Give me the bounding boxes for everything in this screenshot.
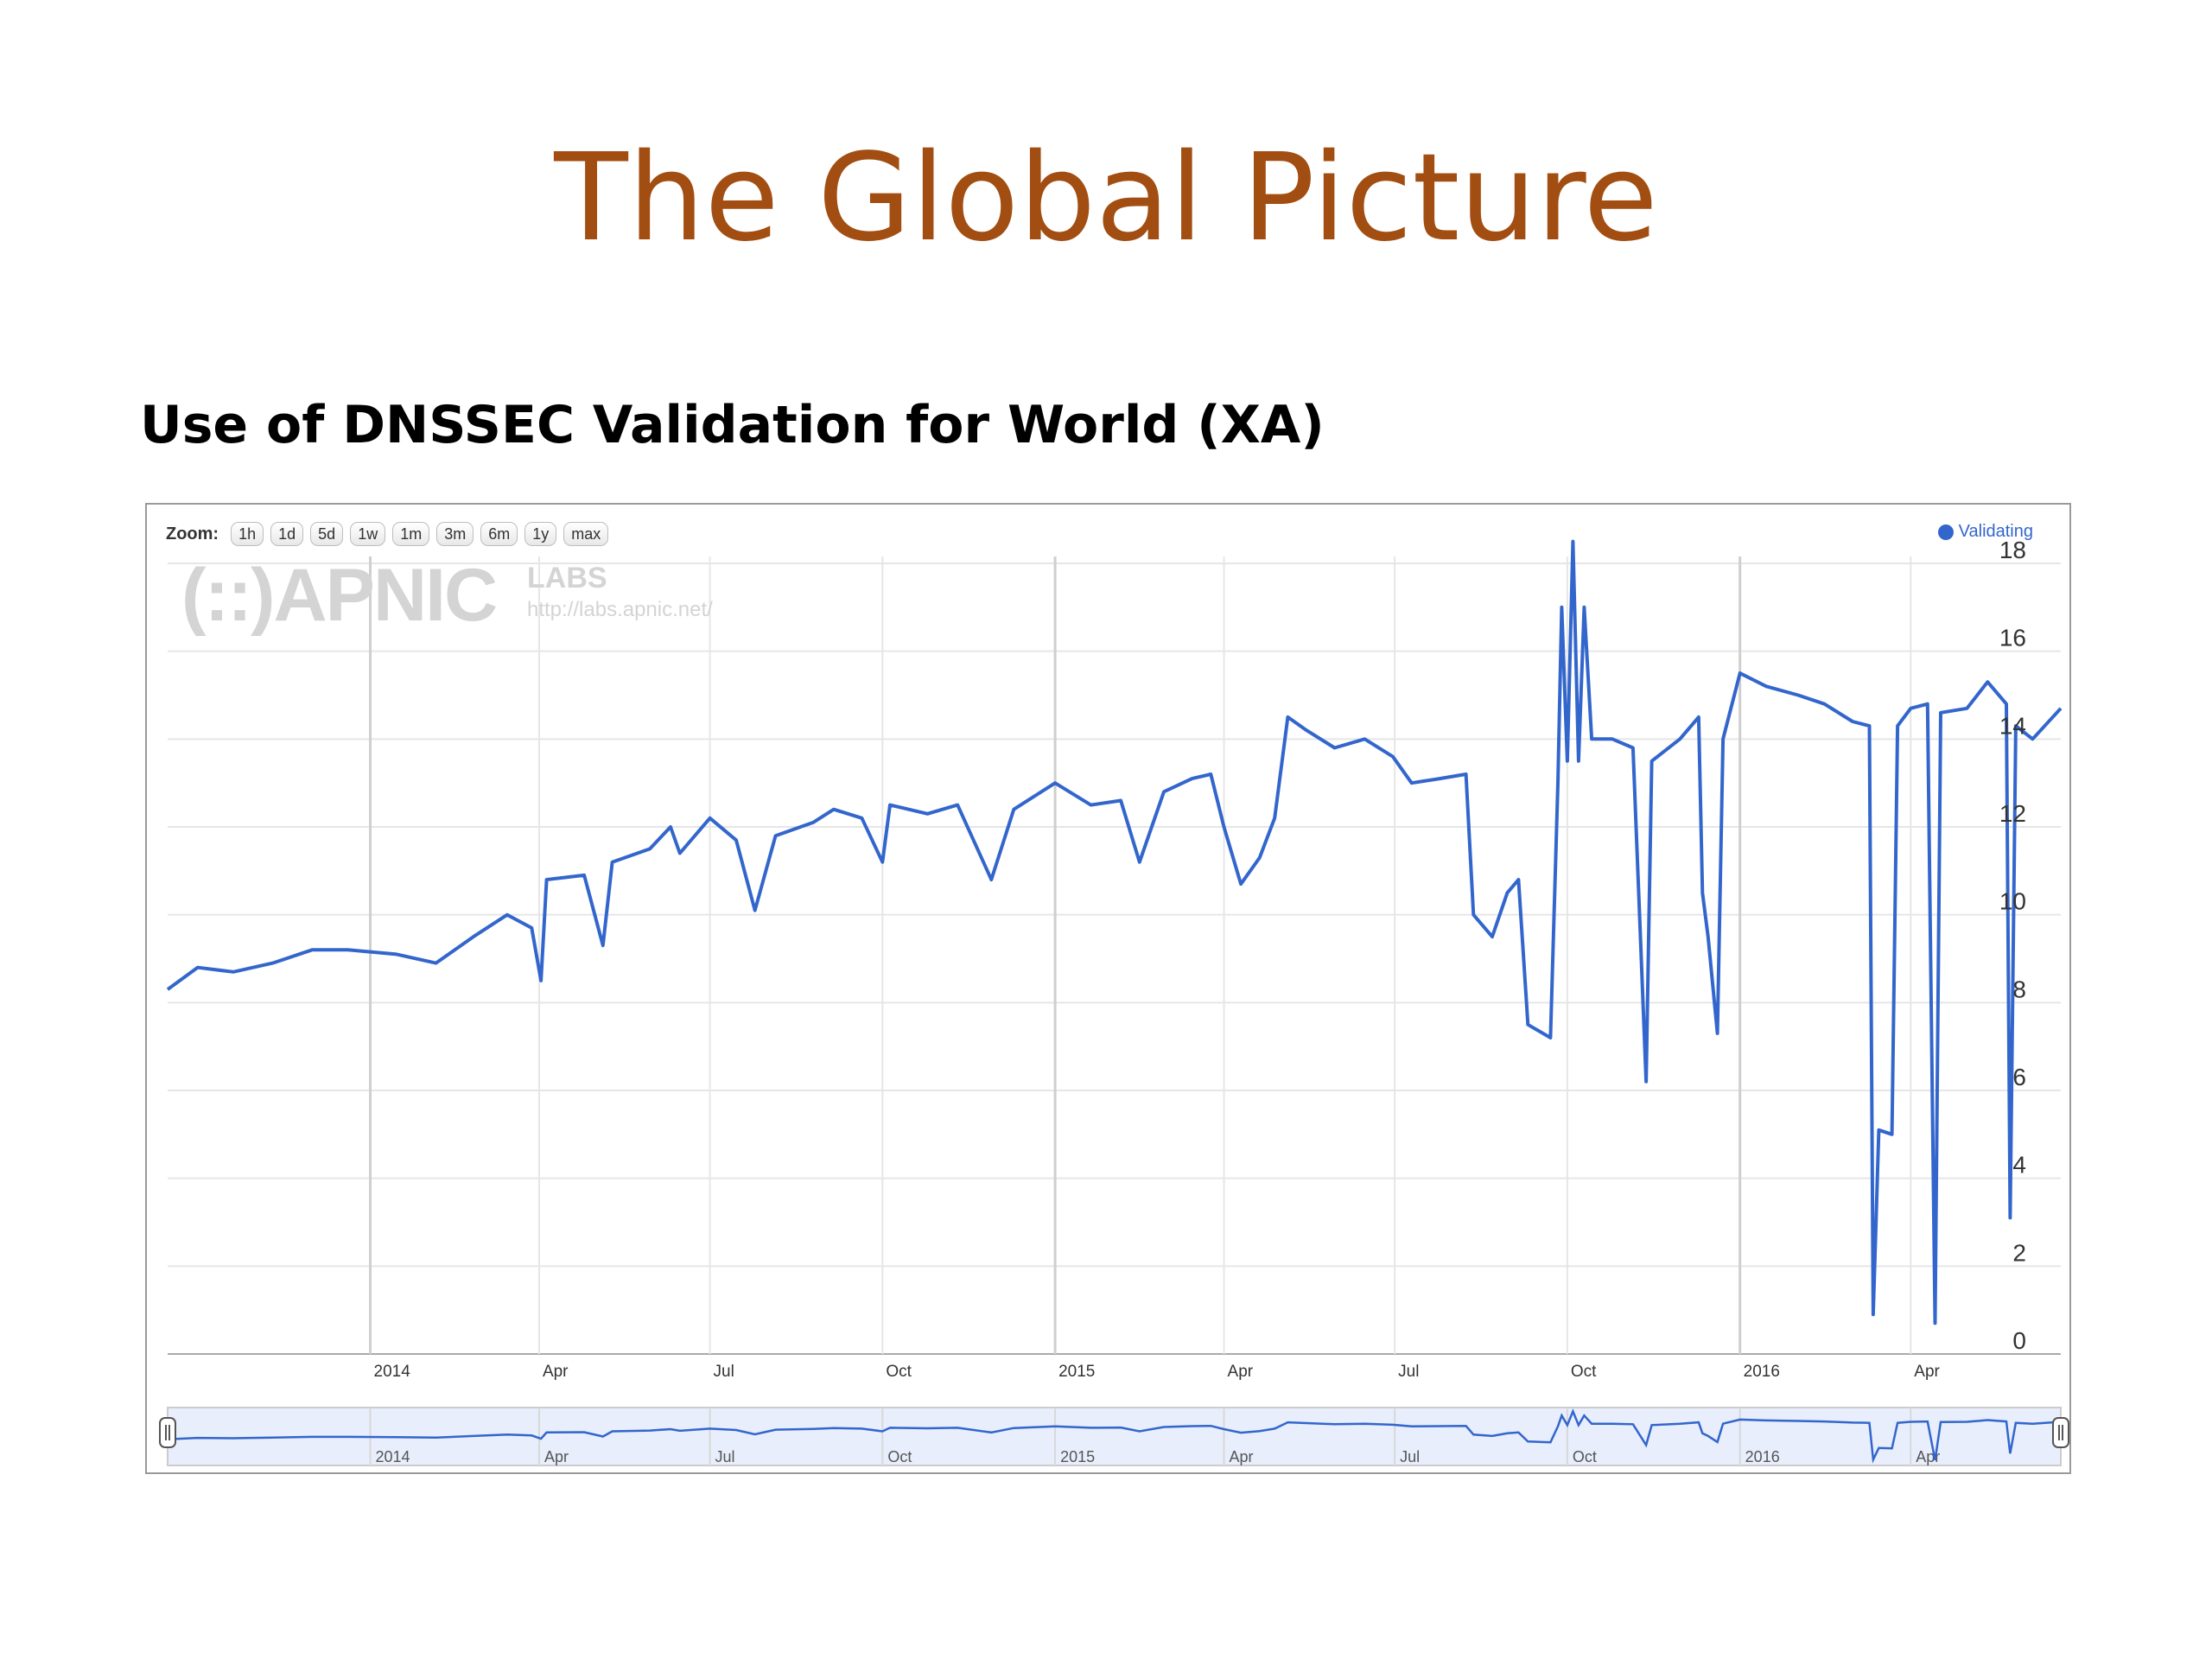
range-navigator[interactable]: 2014 Apr Jul Oct 2015 Apr Jul Oct 2016 Apr — [159, 1407, 2069, 1466]
y-tick-label: 18 — [1999, 537, 2026, 563]
y-tick-label: 2 — [2012, 1239, 2026, 1266]
x-tick-label: Oct — [886, 1363, 912, 1381]
navigator-tick-label: Apr — [544, 1448, 569, 1465]
navigator-tick-label: Apr — [1230, 1448, 1254, 1465]
x-tick-label: Apr — [1228, 1363, 1254, 1381]
legend[interactable]: Validating — [1937, 522, 2033, 542]
x-tick-label: Jul — [1398, 1363, 1419, 1381]
series — [166, 539, 2063, 1325]
watermark-logo: (::)APNIC — [181, 554, 498, 637]
navigator-tick-label: 2015 — [1060, 1448, 1095, 1465]
y-tick-label: 4 — [2012, 1152, 2026, 1179]
zoom-bar: Zoom: 1h 1d 5d 1w 1m 3m 6m 1y max — [166, 522, 609, 546]
watermark-labs: LABS — [527, 562, 607, 594]
x-tick-label: Apr — [1914, 1363, 1940, 1381]
navigator-right-handle[interactable] — [2052, 1417, 2069, 1448]
navigator-left-handle[interactable] — [159, 1417, 176, 1448]
chart-frame: 0 2 4 6 8 10 12 14 16 18 2014 Apr Jul Oct 2015 Apr Jul O… — [145, 503, 2071, 1474]
y-tick-label: 6 — [2012, 1064, 2026, 1090]
chart-title: Use of DNSSEC Validation for World (XA) — [140, 395, 1325, 455]
y-tick-label: 0 — [2012, 1327, 2026, 1354]
zoom-6m-button[interactable]: 6m — [480, 522, 518, 546]
y-tick-label: 10 — [1999, 888, 2026, 915]
grid — [168, 556, 2061, 1355]
legend-validating: Validating — [1958, 522, 2033, 541]
y-tick-label: 16 — [1999, 625, 2026, 652]
zoom-max-button[interactable]: max — [563, 522, 609, 546]
y-tick-label: 8 — [2012, 976, 2026, 1002]
navigator-tick-label: Oct — [887, 1448, 912, 1465]
series-line-validating — [166, 539, 2063, 1325]
legend-dot-icon — [1937, 524, 1954, 540]
zoom-3m-button[interactable]: 3m — [436, 522, 474, 546]
y-axis: 0 2 4 6 8 10 12 14 16 18 — [1999, 537, 2026, 1354]
x-tick-label: 2015 — [1058, 1363, 1095, 1381]
zoom-1m-button[interactable]: 1m — [392, 522, 430, 546]
navigator-line — [167, 1408, 2062, 1464]
y-tick-label: 12 — [1999, 800, 2026, 827]
navigator-tick-label: Jul — [715, 1448, 735, 1465]
zoom-5d-button[interactable]: 5d — [310, 522, 344, 546]
x-tick-label: 2014 — [374, 1363, 411, 1381]
x-tick-label: Jul — [714, 1363, 734, 1381]
navigator-tick-label: Jul — [1400, 1448, 1420, 1465]
navigator-tick-label: 2016 — [1745, 1448, 1780, 1465]
chart-svg: 0 2 4 6 8 10 12 14 16 18 2014 Apr Jul Oct 2015 Apr Jul O… — [159, 537, 2069, 1466]
apnic-watermark: (::)APNIC LABS http://labs.apnic.net/ — [181, 554, 713, 637]
navigator-tick-label: Oct — [1573, 1448, 1597, 1465]
y-tick-label: 14 — [1999, 712, 2026, 739]
x-tick-label: Apr — [543, 1363, 569, 1381]
slide-title: The Global Picture — [554, 128, 1658, 269]
navigator-tick-label: 2014 — [376, 1448, 410, 1465]
watermark-url: http://labs.apnic.net/ — [527, 598, 713, 621]
zoom-1w-button[interactable]: 1w — [350, 522, 386, 546]
zoom-1d-button[interactable]: 1d — [270, 522, 304, 546]
zoom-label: Zoom: — [166, 524, 219, 543]
zoom-1h-button[interactable]: 1h — [231, 522, 264, 546]
x-tick-label: Oct — [1571, 1363, 1597, 1381]
zoom-1y-button[interactable]: 1y — [524, 522, 557, 546]
x-axis: 2014 Apr Jul Oct 2015 Apr Jul Oct 2016 Apr — [374, 1363, 1941, 1381]
x-tick-label: 2016 — [1744, 1363, 1780, 1381]
